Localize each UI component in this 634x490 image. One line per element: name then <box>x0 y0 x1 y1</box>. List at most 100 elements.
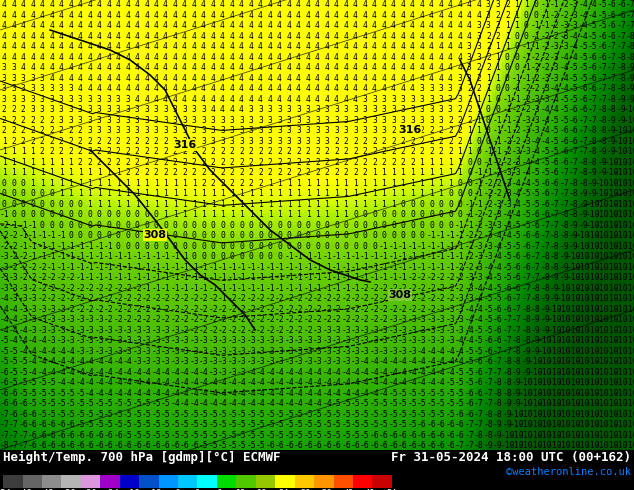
Text: -8: -8 <box>512 357 522 367</box>
Text: 1: 1 <box>30 169 35 177</box>
Text: 0: 0 <box>353 242 358 251</box>
Text: -3: -3 <box>227 336 237 345</box>
Text: -3: -3 <box>123 347 133 356</box>
Text: -2: -2 <box>427 294 436 303</box>
Text: 0: 0 <box>30 200 35 209</box>
Text: -5: -5 <box>66 399 75 408</box>
Text: 4: 4 <box>30 53 35 62</box>
Text: 2: 2 <box>153 158 158 167</box>
Text: 4: 4 <box>372 84 377 94</box>
Text: -3: -3 <box>133 357 142 367</box>
Text: -3: -3 <box>408 316 417 324</box>
Text: -10: -10 <box>595 210 610 220</box>
Text: -1: -1 <box>123 252 133 261</box>
Text: -3: -3 <box>113 347 123 356</box>
Text: -10: -10 <box>605 200 619 209</box>
Text: -5: -5 <box>85 399 94 408</box>
Text: -3: -3 <box>28 316 37 324</box>
Text: -6: -6 <box>189 441 199 450</box>
Text: -5: -5 <box>294 420 304 429</box>
Text: -5: -5 <box>332 420 341 429</box>
Text: 3: 3 <box>230 126 235 135</box>
Text: 0: 0 <box>467 169 472 177</box>
Text: -2: -2 <box>398 305 408 314</box>
Text: -6: -6 <box>379 431 389 440</box>
Text: 3: 3 <box>191 105 197 115</box>
Text: -3: -3 <box>179 336 190 345</box>
Text: -10: -10 <box>624 242 634 251</box>
Text: 2: 2 <box>153 137 158 146</box>
Text: 4: 4 <box>344 22 349 30</box>
Text: -4: -4 <box>408 357 417 367</box>
Text: 3: 3 <box>334 126 339 135</box>
Text: -5: -5 <box>408 410 417 419</box>
Text: -6: -6 <box>455 410 465 419</box>
Text: -3: -3 <box>294 347 304 356</box>
Text: 3: 3 <box>201 137 206 146</box>
Text: 4: 4 <box>201 95 206 104</box>
Text: 3: 3 <box>467 43 472 51</box>
Text: 4: 4 <box>372 32 377 41</box>
Text: 3: 3 <box>21 84 25 94</box>
Text: -6: -6 <box>113 441 123 450</box>
Text: 0: 0 <box>134 210 139 220</box>
Text: 0: 0 <box>363 242 368 251</box>
Text: -1: -1 <box>18 242 28 251</box>
Text: 4: 4 <box>77 43 82 51</box>
Text: -10: -10 <box>595 316 610 324</box>
Text: 0: 0 <box>191 252 197 261</box>
Text: 1: 1 <box>21 147 25 156</box>
Text: -2: -2 <box>133 316 142 324</box>
Text: -3: -3 <box>389 316 398 324</box>
Text: 0: 0 <box>230 231 235 241</box>
Text: 2: 2 <box>163 169 168 177</box>
Text: 1: 1 <box>334 210 339 220</box>
Text: -3: -3 <box>236 336 247 345</box>
Text: -6: -6 <box>578 84 588 94</box>
Text: -5: -5 <box>332 410 341 419</box>
Text: 0: 0 <box>239 242 244 251</box>
Text: -3: -3 <box>398 326 408 335</box>
Text: 1: 1 <box>429 158 434 167</box>
Text: -1: -1 <box>303 284 313 293</box>
Text: 1: 1 <box>353 200 358 209</box>
Text: -9: -9 <box>569 221 579 230</box>
Text: 4: 4 <box>125 0 130 9</box>
Text: -10: -10 <box>586 441 600 450</box>
Text: -2: -2 <box>313 316 322 324</box>
Text: -5: -5 <box>465 357 474 367</box>
Text: -6: -6 <box>560 126 569 135</box>
Text: -3: -3 <box>160 357 171 367</box>
Text: -10: -10 <box>576 294 591 303</box>
Text: 2: 2 <box>496 22 500 30</box>
Text: 3: 3 <box>134 116 139 125</box>
Text: -10: -10 <box>567 410 581 419</box>
Text: -4: -4 <box>550 84 560 94</box>
Text: 3: 3 <box>372 105 377 115</box>
Text: -2: -2 <box>341 316 351 324</box>
Text: -10: -10 <box>567 294 581 303</box>
Text: -10: -10 <box>548 336 562 345</box>
Text: -3: -3 <box>446 305 455 314</box>
Text: 1: 1 <box>49 158 54 167</box>
Text: 1: 1 <box>429 190 434 198</box>
Text: -3: -3 <box>370 326 379 335</box>
Text: -1: -1 <box>0 210 9 220</box>
Text: 0: 0 <box>325 221 330 230</box>
Text: 1: 1 <box>372 179 377 188</box>
Text: 4: 4 <box>210 11 216 20</box>
Text: 4: 4 <box>306 74 311 83</box>
Text: 3: 3 <box>115 95 120 104</box>
Text: 1: 1 <box>172 179 178 188</box>
Bar <box>372 474 392 489</box>
Text: 0: 0 <box>182 221 187 230</box>
Text: -10: -10 <box>576 347 591 356</box>
Text: 0: 0 <box>296 242 301 251</box>
Text: 4: 4 <box>96 0 101 9</box>
Text: 1: 1 <box>401 169 405 177</box>
Text: 1: 1 <box>134 190 139 198</box>
Text: 3: 3 <box>125 95 130 104</box>
Text: -3: -3 <box>66 316 75 324</box>
Text: 1: 1 <box>239 210 244 220</box>
Text: -3: -3 <box>236 357 247 367</box>
